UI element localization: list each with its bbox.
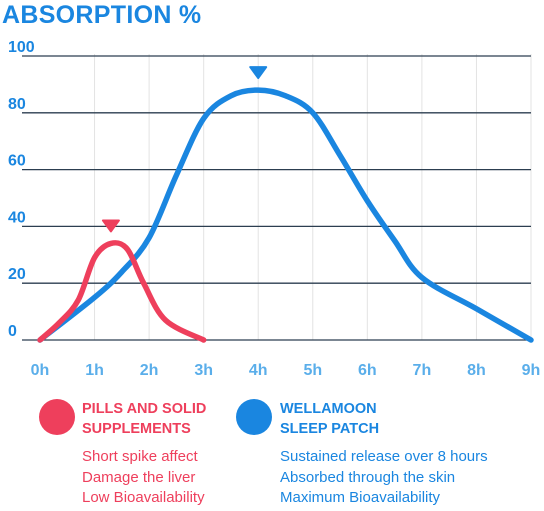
y-tick-label: 100 bbox=[8, 39, 35, 56]
pills-note: Damage the liver bbox=[82, 468, 196, 486]
pills-legend-title-line2: SUPPLEMENTS bbox=[82, 421, 191, 437]
patch-note: Absorbed through the skin bbox=[280, 468, 456, 486]
x-tick-label: 9h bbox=[522, 362, 541, 379]
patch-legend-title: WELLAMOON SLEEP PATCH bbox=[280, 399, 379, 439]
patch-note: Sustained release over 8 hours bbox=[280, 448, 488, 465]
x-tick-label: 7h bbox=[413, 362, 432, 379]
pills-legend-title: PILLS AND SOLID SUPPLEMENTS bbox=[82, 399, 206, 439]
pills-peak-marker bbox=[101, 219, 120, 233]
x-tick-label: 0h bbox=[31, 362, 50, 379]
y-tick-label: 80 bbox=[8, 96, 26, 113]
pills-series-line bbox=[37, 240, 207, 343]
x-tick-label: 2h bbox=[140, 362, 159, 379]
pills-note: Low Bioavailability bbox=[82, 489, 205, 506]
patch-legend-title-line2: SLEEP PATCH bbox=[280, 421, 380, 437]
x-tick-label: 6h bbox=[358, 362, 377, 379]
y-tick-label: 0 bbox=[8, 323, 17, 340]
chart-title: ABSORPTION % bbox=[2, 1, 202, 29]
patch-legend-dot bbox=[236, 399, 272, 435]
patch-series-line bbox=[37, 87, 534, 343]
patch-legend-notes: Sustained release over 8 hours Absorbed … bbox=[280, 447, 488, 509]
x-tick-label: 1h bbox=[85, 362, 104, 379]
absorption-chart: 0 20 40 60 80 100 0h 1h 2h 3h 4h 5h 6h 7h 8h 9h bbox=[8, 39, 541, 379]
y-tick-label: 60 bbox=[8, 153, 26, 170]
x-tick-label: 4h bbox=[249, 362, 268, 379]
pills-legend-notes: Short spike affect Damage the liver Low … bbox=[82, 447, 205, 509]
patch-legend-title-line1: WELLAMOON bbox=[280, 401, 377, 417]
y-tick-label: 20 bbox=[8, 266, 26, 283]
x-tick-label: 3h bbox=[194, 362, 213, 379]
patch-note: Maximum Bioavailability bbox=[280, 489, 441, 506]
pills-legend-title-line1: PILLS AND SOLID bbox=[82, 401, 207, 417]
pills-legend-dot bbox=[39, 399, 75, 435]
x-tick-label: 5h bbox=[303, 362, 322, 379]
y-tick-label: 40 bbox=[8, 209, 26, 226]
x-tick-label: 8h bbox=[467, 362, 486, 379]
patch-peak-marker bbox=[249, 66, 268, 80]
pills-note: Short spike affect bbox=[82, 448, 198, 465]
